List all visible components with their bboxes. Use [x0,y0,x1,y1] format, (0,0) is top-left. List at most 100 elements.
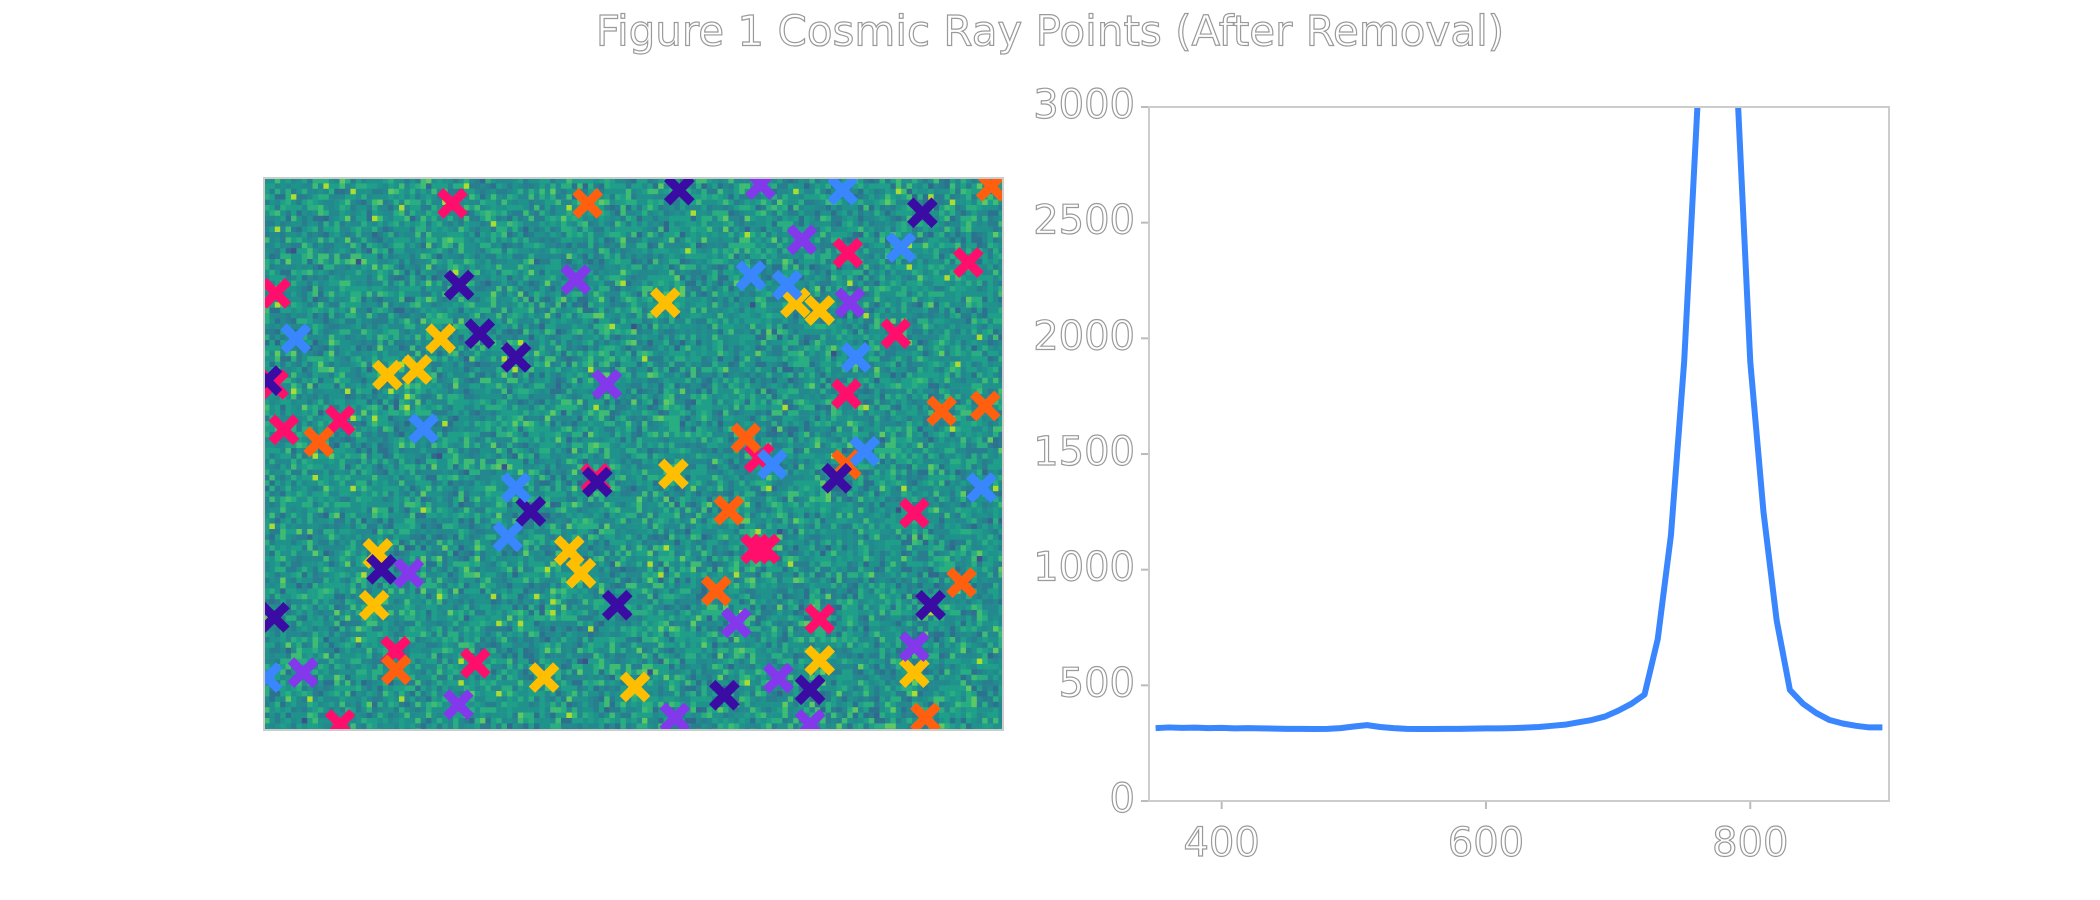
heatmap-cell [285,232,292,238]
heatmap-cell [949,291,956,298]
heatmap-cell [744,194,751,200]
heatmap-cell [971,350,978,357]
heatmap-cell [971,313,978,319]
heatmap-cell [679,367,686,373]
heatmap-cell [561,296,567,303]
heatmap-cell [415,242,421,249]
heatmap-cell [723,183,729,190]
heatmap-cell [717,296,724,303]
heatmap-cell [696,361,702,368]
heatmap-cell [431,307,438,314]
heatmap-cell [863,307,870,314]
heatmap-cell [598,345,605,352]
heatmap-cell [550,313,556,319]
heatmap-cell [798,334,805,341]
heatmap-cell [814,334,821,341]
heatmap-cell [993,313,999,319]
heatmap-cell [598,178,605,184]
heatmap-cell [490,210,497,217]
heatmap-cell [755,356,762,362]
heatmap-cell [933,269,940,276]
heatmap-cell [771,356,778,362]
heatmap-cell [544,178,551,184]
heatmap-cell [793,188,799,195]
heatmap-cell [501,269,508,276]
heatmap-cell [928,183,934,190]
heatmap-cell [507,215,513,222]
heatmap-cell [928,253,934,260]
heatmap-cell [577,232,583,238]
heatmap-cell [377,334,384,341]
heatmap-cell [544,286,551,292]
heatmap-cell [598,264,605,271]
heatmap-cell [269,334,276,341]
heatmap-cell [555,232,562,238]
heatmap-cell [690,367,697,373]
heatmap-cell [739,237,745,244]
heatmap-cell [625,340,632,346]
heatmap-cell [885,248,891,254]
heatmap-cell [831,340,837,346]
heatmap-cell [728,226,735,233]
heatmap-cell [296,232,303,238]
heatmap-cell [318,350,324,357]
heatmap-cell [523,221,529,227]
heatmap-cell [555,183,562,190]
heatmap-cell [625,221,632,227]
heatmap-cell [631,194,637,200]
heatmap-cell [636,302,643,308]
heatmap-cell [339,367,346,373]
heatmap-cell [874,248,880,254]
heatmap-cell [890,210,897,217]
heatmap-cell [712,232,718,238]
heatmap-cell [998,215,1003,222]
heatmap-cell [831,329,837,335]
heatmap-cell [793,356,799,362]
heatmap-cell [917,264,924,271]
heatmap-cell [971,291,978,298]
heatmap-cell [307,275,313,281]
heatmap-cell [966,334,972,341]
heatmap-cell [744,302,751,308]
heatmap-cell [382,188,389,195]
heatmap-cell [993,280,999,287]
heatmap-cell [447,313,454,319]
heatmap-cell [285,356,292,362]
heatmap-cell [604,318,610,325]
heatmap-cell [318,280,324,287]
heatmap-cell [750,307,756,314]
heatmap-cell [750,302,756,308]
heatmap-cell [636,232,643,238]
heatmap-cell [355,329,362,335]
heatmap-cell [944,318,951,325]
heatmap-cell [901,264,907,271]
heatmap-cell [312,205,319,211]
heatmap-cell [593,280,600,287]
heatmap-cell [766,340,772,346]
heatmap-cell [771,194,778,200]
heatmap-cell [912,356,918,362]
heatmap-cell [793,194,799,200]
heatmap-cell [960,286,967,292]
heatmap-cell [366,215,373,222]
heatmap-cell [318,221,324,227]
heatmap-cell [717,248,724,254]
heatmap-cell [409,199,416,206]
heatmap-cell [949,264,956,271]
heatmap-cell [318,361,324,368]
heatmap-cell [388,361,394,368]
heatmap-cell [674,367,681,373]
heatmap-cell [307,372,313,379]
heatmap-cell [328,221,335,227]
heatmap-cell [636,329,643,335]
heatmap-cell [566,372,573,379]
heatmap-cell [852,199,859,206]
heatmap-cell [442,323,448,330]
heatmap-cell [836,296,843,303]
heatmap-cell [296,302,303,308]
heatmap-cell [841,356,848,362]
heatmap-cell [701,259,708,265]
heatmap-cell [755,199,762,206]
heatmap-cell [620,188,627,195]
heatmap-cell [690,259,697,265]
